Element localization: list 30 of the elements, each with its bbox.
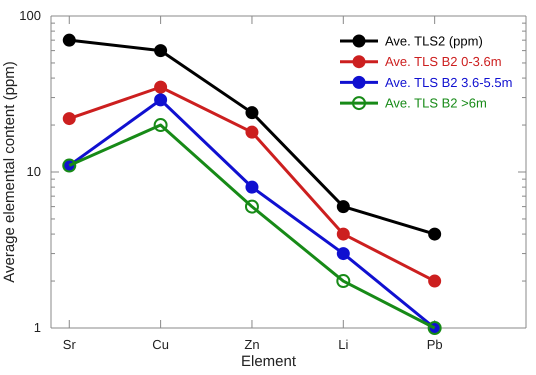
point xyxy=(336,274,350,288)
point xyxy=(62,112,76,126)
point xyxy=(336,200,350,214)
point xyxy=(336,247,350,260)
legend-label: Ave. TLS B2 0-3.6m xyxy=(385,54,502,70)
y-tick-label: 100 xyxy=(19,8,41,24)
point xyxy=(245,126,258,139)
point xyxy=(154,44,168,58)
point xyxy=(244,200,259,214)
legend-label: Ave. TLS B2 3.6-5.5m xyxy=(385,74,512,90)
point xyxy=(154,80,168,94)
point xyxy=(62,34,76,47)
point xyxy=(154,118,168,132)
x-tick-label: Sr xyxy=(62,337,76,352)
x-axis-title: Element xyxy=(240,353,297,370)
x-tick-label: Cu xyxy=(152,337,169,352)
legend-label: Ave. TLS B2 >6m xyxy=(385,96,487,111)
y-tick-label: 1 xyxy=(34,320,41,336)
point xyxy=(336,228,350,241)
point xyxy=(154,93,168,106)
x-tick-label: Li xyxy=(338,337,348,352)
y-axis-title: Average elemental content (ppm) xyxy=(1,61,18,283)
point xyxy=(245,180,258,194)
legend-label: Ave. TLS2 (ppm) xyxy=(385,34,483,48)
x-tick-label: Zn xyxy=(244,337,260,352)
point xyxy=(428,274,442,288)
y-tick-label: 10 xyxy=(26,164,41,180)
point xyxy=(428,228,442,241)
point xyxy=(245,106,258,120)
x-tick-label: Pb xyxy=(426,337,443,352)
